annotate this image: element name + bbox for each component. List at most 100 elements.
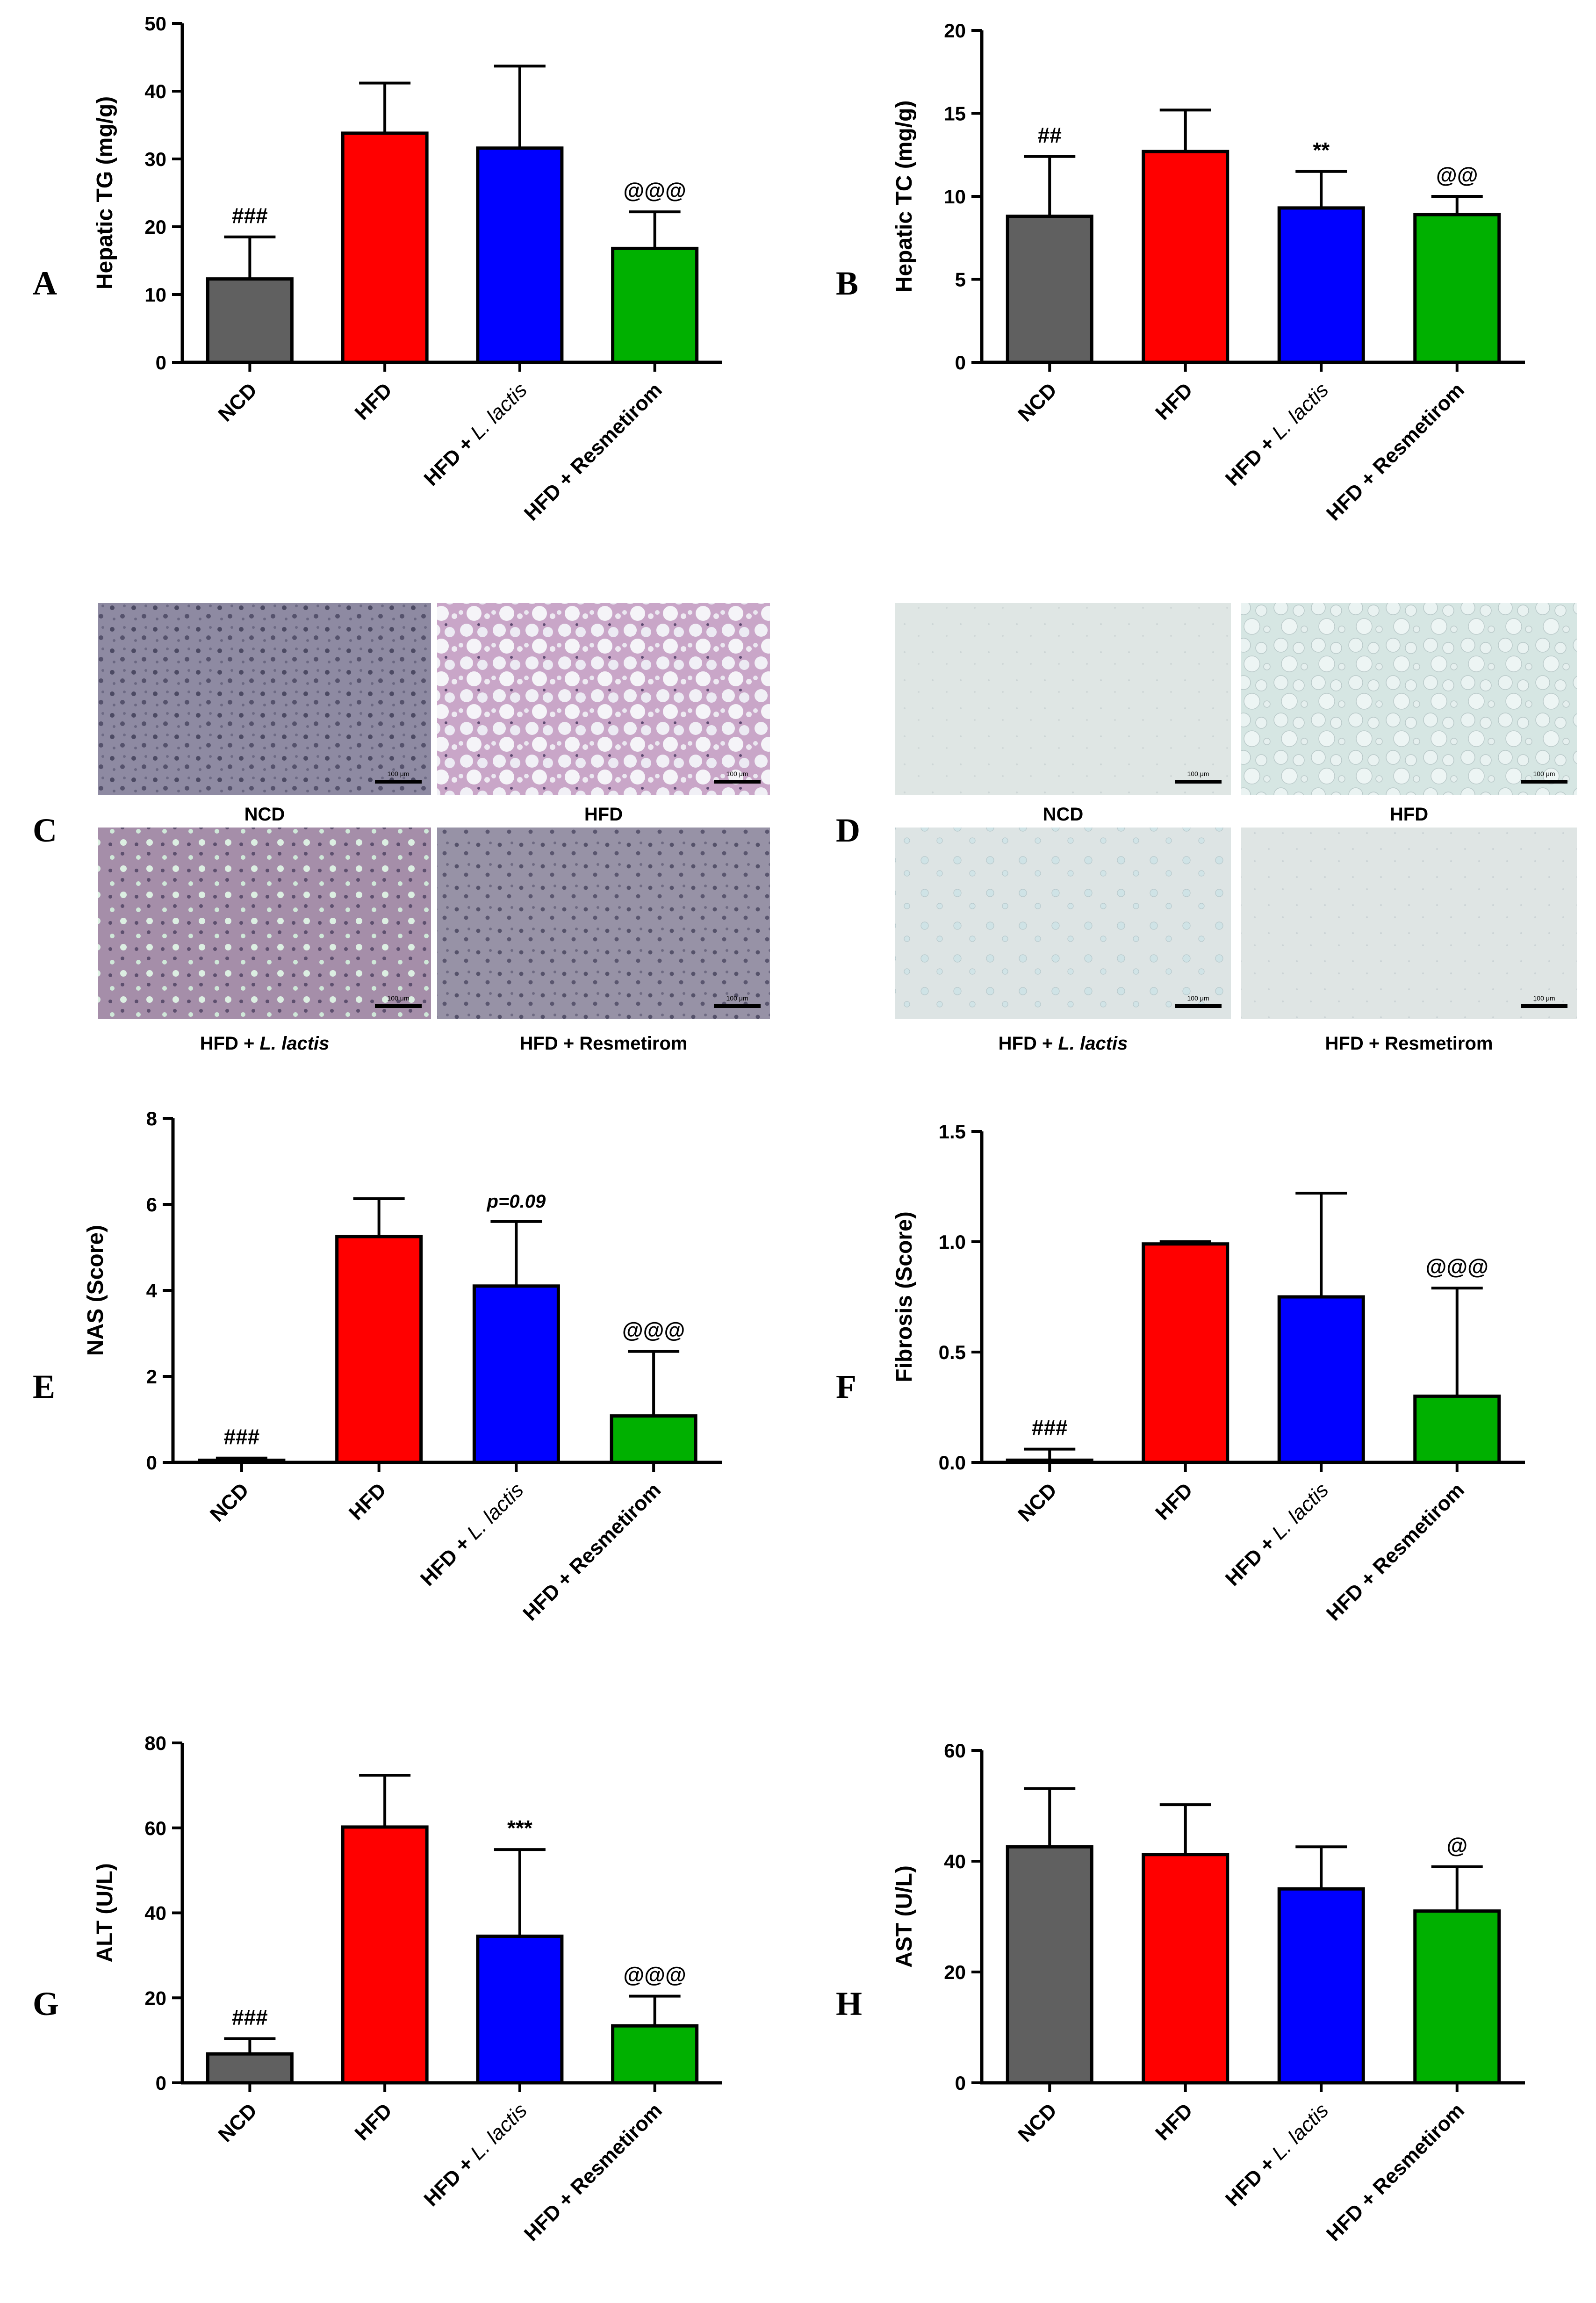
micrograph-caption: HFD + Resmetirom	[520, 1033, 688, 1054]
category-label: HFD	[345, 1478, 391, 1525]
micrograph-d-0	[895, 603, 1231, 795]
bar-g-3	[611, 2024, 699, 2085]
y-tick-label: 2	[146, 1366, 157, 1388]
bar-h-3	[1413, 1909, 1501, 2085]
y-tick-label: 60	[144, 1817, 166, 1839]
bar-e-3	[610, 1414, 697, 1464]
category-label: HFD	[1151, 2099, 1197, 2145]
bar-g-1	[341, 1825, 429, 2085]
bar-e-0	[198, 1458, 286, 1464]
micrograph-caption: HFD + Resmetirom	[1325, 1033, 1493, 1054]
y-tick-label: 5	[955, 269, 966, 291]
y-tick-label: 20	[144, 216, 166, 238]
significance-mark: ***	[507, 1816, 532, 1840]
y-tick-label: 1.0	[939, 1231, 966, 1253]
y-tick-label: 20	[944, 1961, 966, 1983]
micrograph-caption: HFD + L. lactis	[999, 1033, 1128, 1054]
y-tick-label: 6	[146, 1194, 157, 1216]
scale-bar-label: 100 μm	[388, 994, 410, 1002]
bar-a-3	[611, 246, 699, 364]
micrograph-c-0	[98, 603, 431, 795]
y-tick-label: 20	[144, 1987, 166, 2009]
category-label: HFD + Resmetirom	[1322, 1478, 1469, 1625]
y-tick-label: 0.0	[939, 1452, 966, 1474]
category-label: NCD	[1014, 2099, 1061, 2146]
y-axis-label-f: Fibrosis (Score)	[892, 1211, 917, 1382]
y-axis-label-a: Hepatic TG (mg/g)	[93, 96, 117, 289]
significance-mark: @@@	[623, 178, 686, 202]
category-label: HFD + Resmetirom	[1322, 2099, 1469, 2245]
category-label: HFD + Resmetirom	[520, 2099, 667, 2245]
y-tick-label: 8	[146, 1108, 157, 1130]
y-tick-label: 0.5	[939, 1341, 966, 1363]
scale-bar-label: 100 μm	[388, 770, 410, 777]
chart-f: 0.0 0.5 1.0 1.5 Fibrosis (Score) ### NCD HFD HFD…	[892, 1121, 1525, 1625]
scale-bar-label: 100 μm	[1187, 994, 1209, 1002]
bar-f-0	[1006, 1458, 1093, 1464]
y-tick-label: 15	[944, 103, 966, 125]
micrograph-d-2	[895, 828, 1231, 1019]
category-label: HFD + Resmetirom	[1322, 378, 1469, 525]
significance-mark: ###	[1032, 1416, 1068, 1440]
bar-h-1	[1142, 1853, 1229, 2085]
category-label: HFD + L. lactis	[1221, 2099, 1333, 2211]
bar-g-0	[206, 2052, 294, 2085]
category-label: HFD	[1151, 378, 1197, 425]
category-label: HFD + L. lactis	[1221, 1478, 1333, 1591]
category-label: NCD	[1014, 378, 1061, 426]
significance-mark: @@@	[623, 1963, 686, 1987]
bar-g-2	[476, 1934, 564, 2085]
micrograph-caption: HFD	[584, 804, 623, 825]
y-axis-label-b: Hepatic TC (mg/g)	[892, 101, 917, 293]
category-label: HFD + Resmetirom	[520, 378, 667, 525]
significance-mark: @@@	[1425, 1254, 1488, 1279]
bar-b-0	[1006, 215, 1093, 364]
y-tick-label: 40	[944, 1850, 966, 1872]
y-tick-label: 0	[156, 352, 166, 374]
scale-bar-label: 100 μm	[1533, 994, 1555, 1002]
bar-f-2	[1277, 1295, 1365, 1464]
bar-f-3	[1413, 1394, 1501, 1464]
bar-h-0	[1006, 1845, 1093, 2085]
micrograph-d-1	[1241, 603, 1577, 795]
histology-c: 100 μm NCD 100 μm HFD 100 μm HFD + L. lactis 1…	[98, 603, 770, 1054]
bar-a-2	[476, 146, 564, 364]
y-tick-label: 10	[144, 284, 166, 306]
y-tick-label: 0	[955, 2072, 966, 2094]
chart-e: 0 2 4 6 8 NAS (Score) ### NCD HFD p=0.09 HFD + L. …	[83, 1108, 722, 1625]
y-tick-label: 0	[156, 2072, 166, 2094]
panel-label-d: D	[836, 812, 860, 849]
y-tick-label: 0	[955, 352, 966, 374]
panel-label-h: H	[836, 1985, 862, 2022]
scale-bar-label: 100 μm	[1187, 770, 1209, 777]
category-label: HFD + L. lactis	[1221, 378, 1333, 490]
panel-label-f: F	[836, 1368, 856, 1405]
micrograph-c-2	[98, 828, 431, 1019]
category-label: NCD	[1014, 1478, 1061, 1526]
category-label: HFD	[351, 2099, 397, 2145]
y-tick-label: 20	[944, 20, 966, 42]
chart-g: 0 20 40 60 80 ALT (U/L) ### NCD HFD *** HFD + L. l…	[93, 1732, 722, 2245]
category-label: HFD	[1151, 1478, 1197, 1525]
panel-label-e: E	[33, 1368, 55, 1405]
category-label: NCD	[214, 2099, 261, 2146]
y-tick-label: 30	[144, 148, 166, 170]
y-tick-label: 4	[146, 1280, 158, 1302]
bar-h-2	[1277, 1887, 1365, 2085]
panel-label-c: C	[33, 812, 57, 849]
bar-b-1	[1142, 150, 1229, 364]
histology-d: 100 μm NCD 100 μm HFD 100 μm HFD + L. lactis 1…	[895, 603, 1577, 1054]
y-tick-label: 10	[944, 186, 966, 208]
panel-label-a: A	[33, 265, 57, 302]
bar-b-3	[1413, 213, 1501, 364]
significance-mark: ##	[1038, 123, 1062, 147]
chart-b: 0 5 10 15 20 Hepatic TC (mg/g) ## NCD HFD ** HFD +…	[892, 20, 1525, 525]
y-tick-label: 50	[144, 13, 166, 35]
panel-label-g: G	[33, 1985, 59, 2022]
bar-a-1	[341, 131, 429, 364]
scale-bar-label: 100 μm	[726, 994, 748, 1002]
significance-mark: ###	[224, 1425, 260, 1449]
y-tick-label: 60	[944, 1740, 966, 1762]
y-axis-label-h: AST (U/L)	[892, 1865, 917, 1968]
bar-e-1	[335, 1235, 423, 1464]
